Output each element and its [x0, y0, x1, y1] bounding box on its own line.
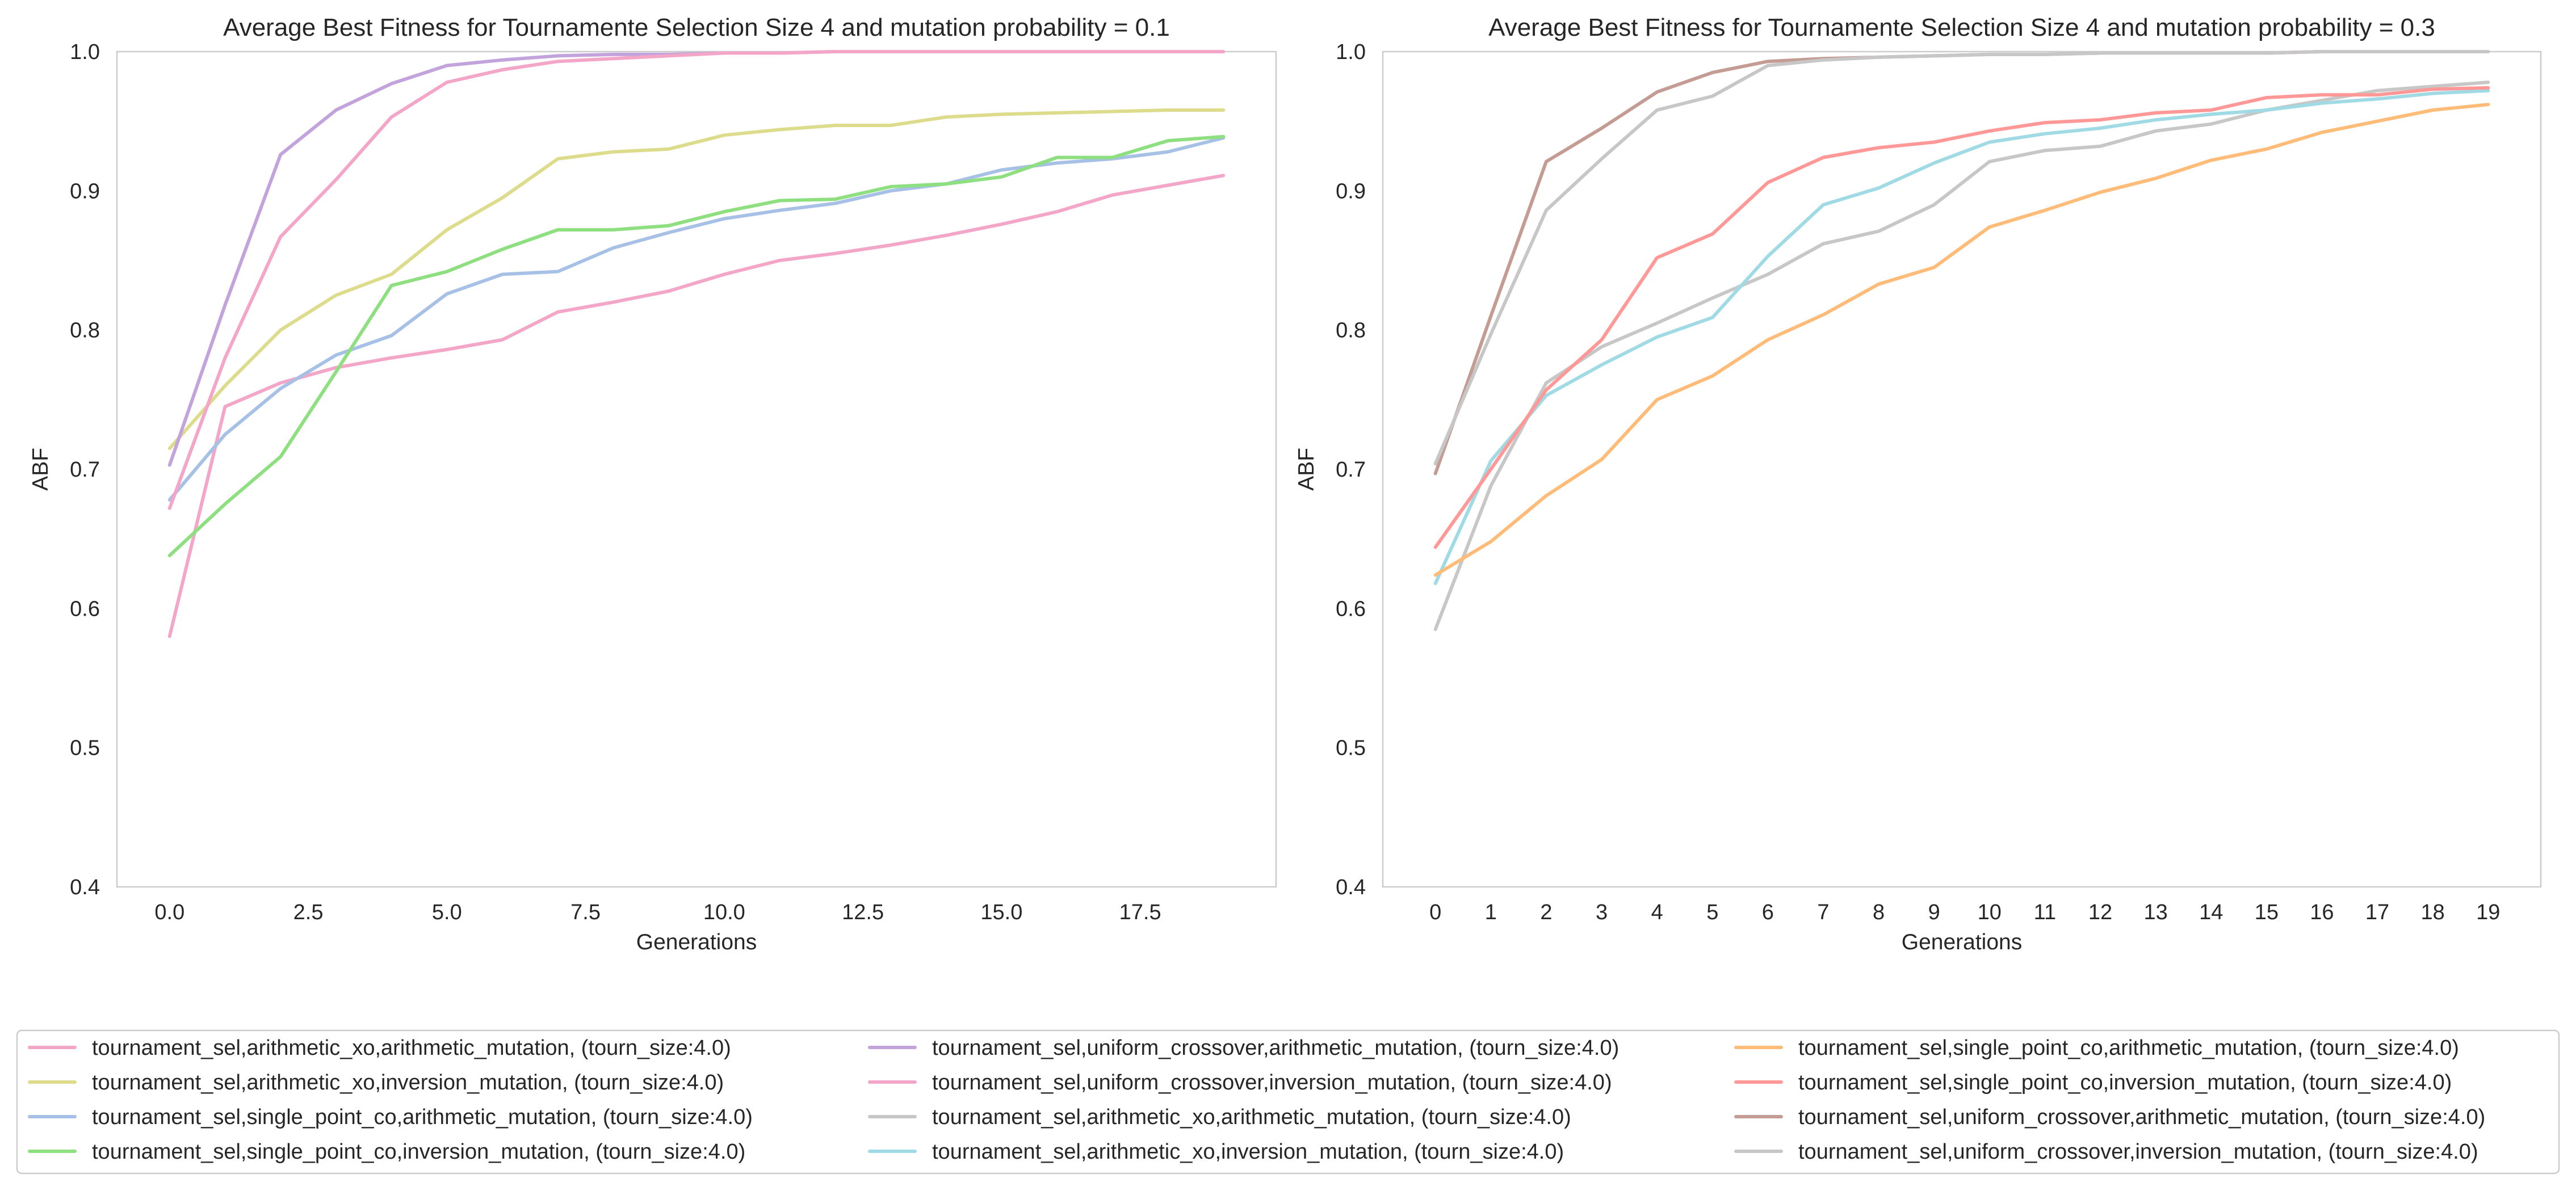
x-tick-label: 12.5 — [842, 900, 884, 924]
x-tick-label: 6 — [1762, 900, 1774, 924]
legend-label: tournament_sel,single_point_co,arithmeti… — [92, 1105, 753, 1129]
series-line-6 — [167, 50, 1226, 510]
y-tick-label: 0.8 — [1336, 319, 1366, 343]
legend-label: tournament_sel,single_point_co,arithmeti… — [1798, 1036, 2459, 1060]
legend-label: tournament_sel,single_point_co,inversion… — [1798, 1071, 2452, 1095]
x-tick-label: 10.0 — [703, 900, 745, 924]
legend-item: tournament_sel,arithmetic_xo,inversion_m… — [28, 1071, 724, 1095]
x-axis-label: Generations — [636, 930, 757, 954]
legend-label: tournament_sel,single_point_co,inversion… — [92, 1140, 745, 1164]
legend-box — [16, 1029, 2560, 1175]
x-tick-label: 5 — [1706, 900, 1718, 924]
series-line-3 — [167, 136, 1226, 502]
legend-item: tournament_sel,arithmetic_xo,inversion_m… — [868, 1140, 1564, 1164]
legend-item: tournament_sel,single_point_co,inversion… — [28, 1140, 745, 1164]
legend-label: tournament_sel,uniform_crossover,arithme… — [1798, 1105, 2485, 1129]
series-line-2 — [1433, 89, 2490, 586]
x-tick-label: 13 — [2143, 900, 2167, 924]
y-tick-label: 0.7 — [1336, 458, 1366, 482]
y-tick-label: 1.0 — [70, 40, 100, 64]
x-tick-label: 15 — [2255, 900, 2279, 924]
x-tick-label: 0.0 — [154, 900, 184, 924]
legend-item: tournament_sel,uniform_crossover,arithme… — [1734, 1105, 2485, 1129]
chart-panel-2: Average Best Fitness for Tournamente Sel… — [1294, 14, 2542, 954]
x-tick-label: 0 — [1429, 900, 1441, 924]
legend-label: tournament_sel,uniform_crossover,arithme… — [932, 1036, 1619, 1060]
y-tick-label: 0.6 — [1336, 597, 1366, 621]
x-tick-label: 19 — [2476, 900, 2500, 924]
y-axis-label: ABF — [28, 448, 53, 491]
series-line-6 — [1433, 50, 2490, 466]
x-tick-label: 17.5 — [1119, 900, 1161, 924]
series-line-4 — [1433, 86, 2490, 549]
x-tick-label: 18 — [2421, 900, 2445, 924]
x-tick-label: 3 — [1596, 900, 1608, 924]
plot-frame — [1382, 50, 2542, 888]
y-tick-label: 1.0 — [1336, 40, 1366, 64]
y-tick-label: 0.6 — [70, 597, 100, 621]
x-tick-label: 5.0 — [432, 900, 462, 924]
legend-item: tournament_sel,uniform_crossover,arithme… — [868, 1036, 1619, 1060]
y-tick-label: 0.4 — [1336, 876, 1366, 899]
y-tick-label: 0.5 — [1336, 737, 1366, 760]
series-line-2 — [167, 108, 1226, 451]
legend-item: tournament_sel,uniform_crossover,inversi… — [1734, 1140, 2478, 1164]
x-tick-label: 14 — [2199, 900, 2223, 924]
legend-item: tournament_sel,arithmetic_xo,arithmetic_… — [868, 1105, 1571, 1129]
x-tick-label: 7 — [1817, 900, 1829, 924]
x-tick-label: 2 — [1540, 900, 1552, 924]
series-line-1 — [167, 174, 1226, 638]
x-tick-label: 7.5 — [570, 900, 601, 924]
legend-item: tournament_sel,arithmetic_xo,arithmetic_… — [28, 1036, 731, 1060]
legend-item: tournament_sel,single_point_co,arithmeti… — [1734, 1036, 2459, 1060]
plot-frame — [116, 50, 1277, 888]
x-axis-label: Generations — [1902, 930, 2022, 954]
x-tick-label: 9 — [1928, 900, 1940, 924]
x-tick-label: 2.5 — [293, 900, 324, 924]
legend-item: tournament_sel,single_point_co,arithmeti… — [28, 1105, 753, 1129]
y-tick-label: 0.5 — [70, 737, 100, 760]
x-tick-label: 10 — [1978, 900, 2002, 924]
x-tick-label: 11 — [2034, 900, 2056, 924]
y-tick-label: 0.7 — [70, 458, 100, 482]
legend-item: tournament_sel,uniform_crossover,inversi… — [868, 1071, 1612, 1095]
x-tick-label: 16 — [2310, 900, 2334, 924]
legend: tournament_sel,arithmetic_xo,arithmetic_… — [16, 1029, 2560, 1175]
chart-panel-1: Average Best Fitness for Tournamente Sel… — [28, 14, 1277, 954]
y-tick-label: 0.9 — [70, 179, 100, 203]
x-tick-label: 4 — [1651, 900, 1663, 924]
legend-label: tournament_sel,uniform_crossover,inversi… — [1798, 1140, 2478, 1164]
chart-title: Average Best Fitness for Tournamente Sel… — [223, 14, 1170, 41]
series-line-1 — [1433, 81, 2490, 632]
x-tick-label: 17 — [2365, 900, 2389, 924]
legend-label: tournament_sel,arithmetic_xo,inversion_m… — [932, 1140, 1564, 1164]
y-tick-label: 0.8 — [70, 319, 100, 343]
series-line-3 — [1433, 103, 2490, 577]
chart-title: Average Best Fitness for Tournamente Sel… — [1488, 14, 2435, 41]
x-tick-label: 1 — [1485, 900, 1497, 924]
x-tick-label: 8 — [1873, 900, 1885, 924]
y-tick-label: 0.4 — [70, 876, 100, 899]
series-line-4 — [167, 134, 1226, 558]
legend-item: tournament_sel,single_point_co,inversion… — [1734, 1071, 2452, 1095]
legend-label: tournament_sel,arithmetic_xo,inversion_m… — [92, 1071, 724, 1095]
y-tick-label: 0.9 — [1336, 179, 1366, 203]
y-axis-label: ABF — [1294, 448, 1319, 491]
legend-label: tournament_sel,arithmetic_xo,arithmetic_… — [92, 1036, 731, 1060]
legend-label: tournament_sel,uniform_crossover,inversi… — [932, 1071, 1612, 1095]
x-tick-label: 15.0 — [980, 900, 1022, 924]
x-tick-label: 12 — [2088, 900, 2112, 924]
legend-label: tournament_sel,arithmetic_xo,arithmetic_… — [932, 1105, 1571, 1129]
